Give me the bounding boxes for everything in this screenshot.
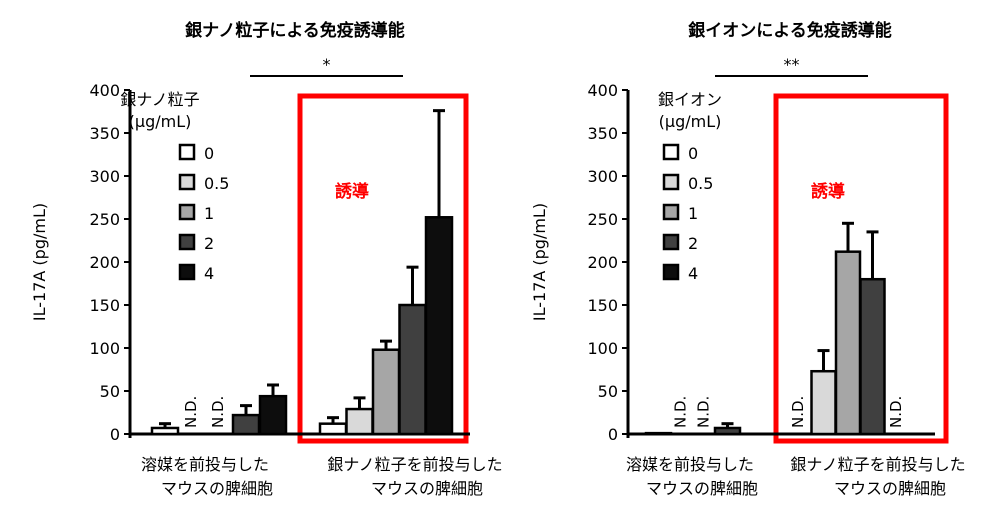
legend-label: 0.5 <box>204 174 229 193</box>
legend-swatch <box>662 233 680 251</box>
bar <box>150 426 180 436</box>
legend-swatch <box>178 173 196 191</box>
y-tick-label: 0 <box>110 425 120 444</box>
legend-label: 0.5 <box>688 174 713 193</box>
bar <box>318 422 348 436</box>
bar <box>371 348 401 436</box>
bar <box>398 303 427 436</box>
significance-mark: ** <box>784 55 800 74</box>
legend-title-unit: (μg/mL) <box>129 112 192 131</box>
y-tick-label: 50 <box>598 382 618 401</box>
y-tick-label: 350 <box>89 124 120 143</box>
category-label: 溶媒を前投与した <box>141 455 269 474</box>
highlight-label: 誘導 <box>335 181 369 202</box>
bar <box>810 369 837 436</box>
chart-title: 銀イオンによる免疫誘導能 <box>688 20 892 41</box>
legend-swatch <box>178 263 196 281</box>
y-tick-label: 150 <box>587 296 618 315</box>
y-tick-label: 300 <box>587 167 618 186</box>
bar <box>713 426 742 436</box>
bar <box>231 413 261 436</box>
legend-swatch <box>178 233 196 251</box>
legend-title-unit: (μg/mL) <box>659 112 722 131</box>
y-tick-label: 100 <box>587 339 618 358</box>
y-tick-label: 250 <box>89 210 120 229</box>
nd-label: N.D. <box>182 396 200 428</box>
y-tick-label: 200 <box>587 253 618 272</box>
bar <box>859 277 886 436</box>
significance-mark: * <box>323 55 331 74</box>
nd-label: N.D. <box>789 396 807 428</box>
bar <box>644 431 673 436</box>
y-tick-label: 400 <box>89 81 120 100</box>
legend-label: 4 <box>688 264 698 283</box>
chart-title: 銀ナノ粒子による免疫誘導能 <box>185 20 405 41</box>
highlight-box <box>297 93 469 444</box>
category-label: マウスの脾細胞 <box>646 479 758 498</box>
category-label: 溶媒を前投与した <box>626 455 754 474</box>
category-label: 銀ナノ粒子を前投与した <box>790 455 965 474</box>
nd-label: N.D. <box>887 396 905 428</box>
highlight-box <box>773 93 949 444</box>
legend-title: 銀イオン <box>658 90 722 109</box>
bar <box>834 250 862 436</box>
bar <box>424 216 454 436</box>
legend-swatch <box>662 173 680 191</box>
category-label: マウスの脾細胞 <box>371 479 483 498</box>
legend-label: 2 <box>688 234 698 253</box>
y-tick-label: 0 <box>608 425 618 444</box>
nd-label: N.D. <box>672 396 690 428</box>
legend-label: 1 <box>204 204 214 223</box>
y-axis-label: IL-17A (pg/mL) <box>30 203 49 321</box>
y-tick-label: 400 <box>587 81 618 100</box>
y-axis-label: IL-17A (pg/mL) <box>530 203 549 321</box>
category-label: マウスの脾細胞 <box>834 479 946 498</box>
category-label: 銀ナノ粒子を前投与した <box>327 455 502 474</box>
y-tick-label: 300 <box>89 167 120 186</box>
legend-label: 4 <box>204 264 214 283</box>
highlight-label: 誘導 <box>811 181 845 202</box>
bar <box>258 394 288 436</box>
y-tick-label: 100 <box>89 339 120 358</box>
legend-label: 0 <box>204 144 214 163</box>
y-tick-label: 50 <box>100 382 120 401</box>
legend-swatch <box>178 203 196 221</box>
legend-swatch <box>662 203 680 221</box>
legend-swatch <box>662 263 680 281</box>
y-tick-label: 250 <box>587 210 618 229</box>
y-tick-label: 350 <box>587 124 618 143</box>
nd-label: N.D. <box>695 396 713 428</box>
y-tick-label: 150 <box>89 296 120 315</box>
legend-label: 2 <box>204 234 214 253</box>
y-tick-label: 200 <box>89 253 120 272</box>
legend-label: 1 <box>688 204 698 223</box>
nd-label: N.D. <box>209 396 227 428</box>
legend-label: 0 <box>688 144 698 163</box>
category-label: マウスの脾細胞 <box>161 479 273 498</box>
legend-swatch <box>662 143 680 161</box>
legend-title: 銀ナノ粒子 <box>120 90 199 109</box>
bar <box>345 407 374 436</box>
legend-swatch <box>178 143 196 161</box>
